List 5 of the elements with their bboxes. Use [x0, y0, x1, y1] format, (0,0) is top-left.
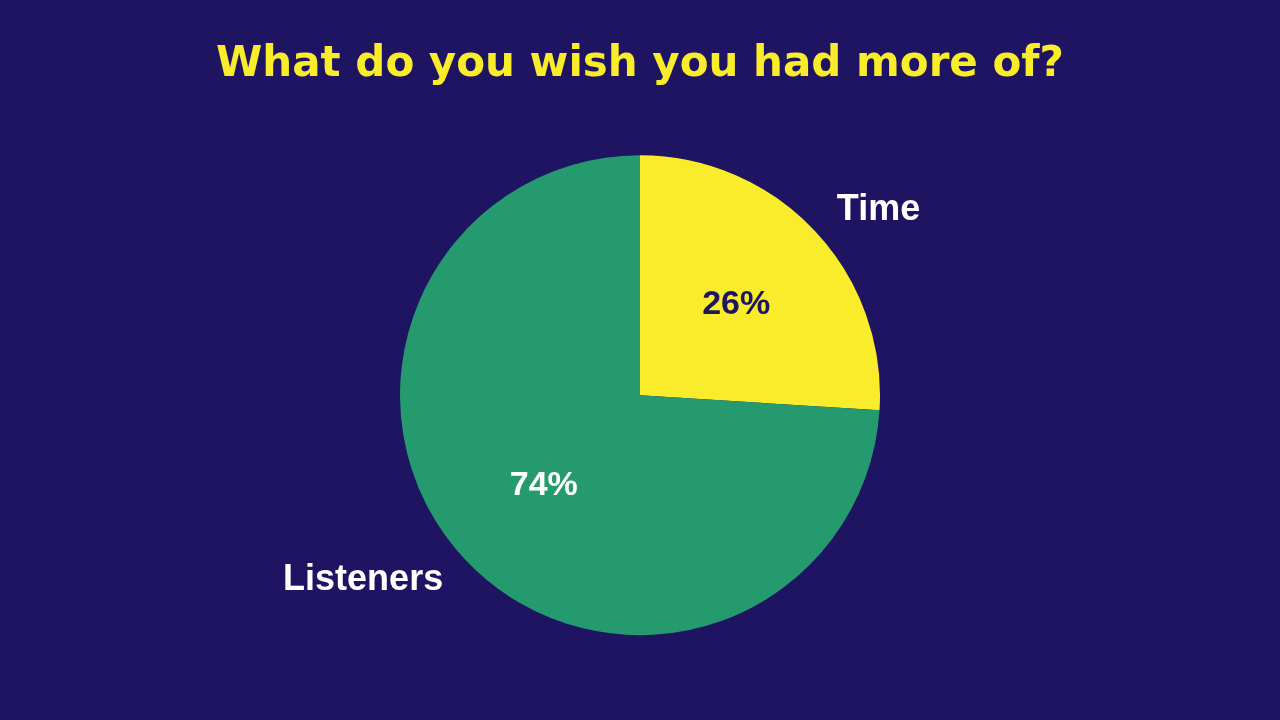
- chart-title: What do you wish you had more of?: [216, 37, 1064, 87]
- data-label: 74%: [509, 463, 578, 502]
- data-label: 26%: [702, 283, 771, 322]
- slice-label: Listeners: [283, 556, 444, 598]
- slice-label: Time: [836, 187, 921, 229]
